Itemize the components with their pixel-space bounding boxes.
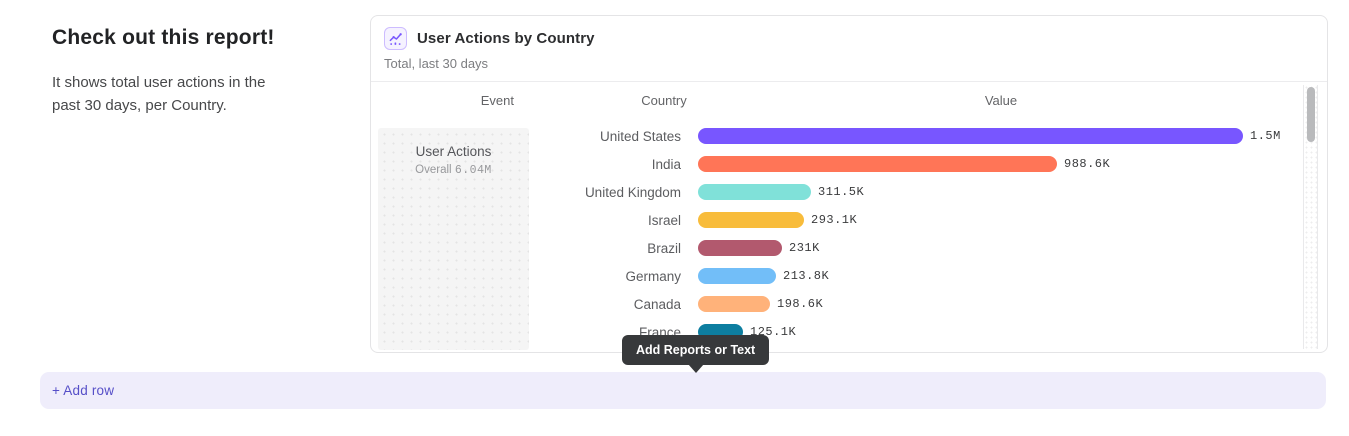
chart-row: United States 1.5M — [371, 122, 1301, 150]
bar-value-label: 1.5M — [1250, 129, 1281, 143]
chart-row: Germany 213.8K — [371, 262, 1301, 290]
column-header-country: Country — [641, 93, 687, 108]
value-bar[interactable] — [698, 268, 776, 284]
country-label: Canada — [633, 296, 681, 312]
country-label: Israel — [647, 212, 681, 228]
country-label: United States — [599, 128, 681, 144]
chart-row: United Kingdom 311.5K — [371, 178, 1301, 206]
column-header-value: Value — [984, 93, 1018, 108]
chart-table: Event Country Value User Actions Overall… — [371, 82, 1327, 352]
chart-row: Israel 293.1K — [371, 206, 1301, 234]
chart-row: India 988.6K — [371, 150, 1301, 178]
bar-chart: United States 1.5M India 988.6K United Kingd… — [371, 122, 1301, 346]
tooltip-label: Add Reports or Text — [636, 343, 756, 357]
add-reports-tooltip: Add Reports or Text — [622, 335, 770, 373]
country-label: Germany — [625, 268, 681, 284]
text-block: Check out this report! It shows total us… — [52, 26, 332, 118]
country-label: India — [651, 156, 681, 172]
chart-row: Canada 198.6K — [371, 290, 1301, 318]
value-bar[interactable] — [698, 296, 770, 312]
tooltip-caret-icon — [687, 364, 704, 373]
chart-row: Brazil 231K — [371, 234, 1301, 262]
column-header-event: Event — [480, 93, 514, 108]
bar-value-label: 198.6K — [777, 297, 824, 311]
add-row-button[interactable]: + Add row — [40, 372, 1326, 409]
scrollbar-track[interactable] — [1303, 85, 1318, 349]
report-card-header: User Actions by Country Total, last 30 d… — [371, 16, 1327, 82]
value-bar[interactable] — [698, 156, 1057, 172]
value-bar[interactable] — [698, 184, 811, 200]
intro-body: It shows total user actions in the past … — [52, 74, 266, 115]
bar-value-label: 231K — [789, 241, 820, 255]
overall-label: Overall — [415, 164, 452, 176]
scrollbar-thumb[interactable] — [1307, 87, 1315, 142]
line-chart-icon — [384, 27, 407, 50]
value-bar[interactable] — [698, 128, 1243, 144]
bar-value-label: 311.5K — [818, 185, 865, 199]
chart-row: France 125.1K — [371, 318, 1301, 346]
country-label: Brazil — [647, 240, 681, 256]
report-card[interactable]: User Actions by Country Total, last 30 d… — [370, 15, 1328, 353]
value-bar[interactable] — [698, 212, 804, 228]
intro-heading: Check out this report! — [52, 26, 275, 49]
bar-value-label: 213.8K — [783, 269, 830, 283]
report-subtitle: Total, last 30 days — [384, 56, 489, 71]
overall-value: 6.04M — [454, 164, 492, 177]
country-label: United Kingdom — [584, 184, 681, 200]
value-bar[interactable] — [698, 240, 782, 256]
event-cell[interactable]: User Actions Overall 6.04M — [378, 128, 529, 350]
add-row-label: + Add row — [52, 383, 115, 398]
event-name: User Actions — [415, 144, 492, 159]
report-title: User Actions by Country — [417, 30, 595, 47]
event-overall: Overall 6.04M — [378, 164, 529, 177]
bar-value-label: 293.1K — [811, 213, 858, 227]
bar-value-label: 988.6K — [1064, 157, 1111, 171]
